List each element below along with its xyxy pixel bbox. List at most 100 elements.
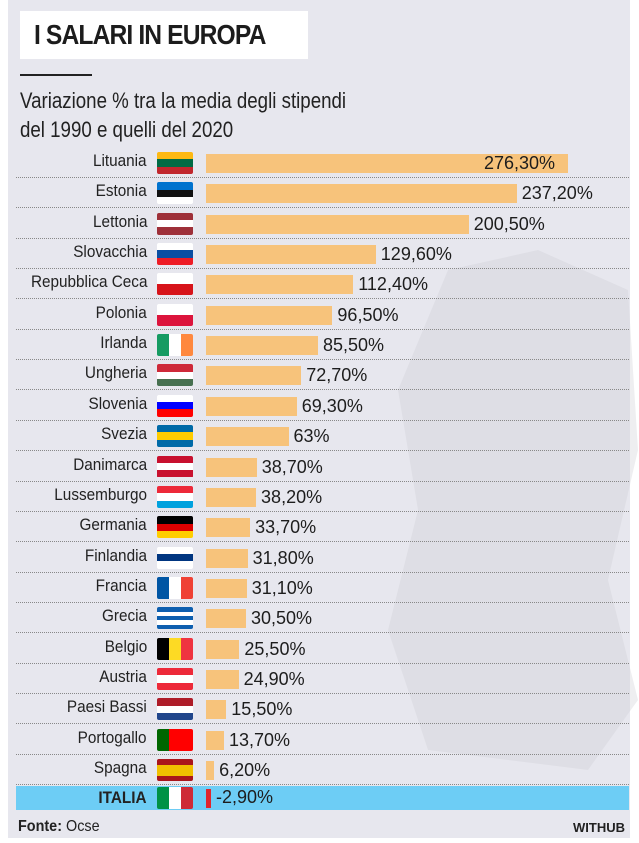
value-label: 96,50% [337,304,399,325]
category-label: Lettonia [92,211,147,231]
category-label: Lituania [93,151,147,170]
europe-map-background [388,250,638,770]
title-box: I SALARI IN EUROPA [20,11,308,59]
title-divider [20,74,92,76]
bar [206,578,247,598]
bar [206,396,297,416]
bar [206,518,251,538]
category-label: ITALIA [98,788,147,807]
flag-icon [157,698,193,721]
bar-row: Francia 31,10% [16,573,629,603]
category-label: Germania [79,515,147,535]
value-label: 237,20% [521,183,593,204]
category-label: Estonia [95,181,147,201]
value-label: 38,70% [261,456,323,477]
value-label: 129,60% [380,244,452,265]
value-label: 69,30% [301,395,363,416]
flag-icon [157,667,193,690]
bar-row: Belgio 25,50% [16,634,629,664]
bar-row: Irlanda 85,50% [16,330,629,361]
bar [206,427,289,447]
flag-icon [157,182,193,205]
value-label: 63% [293,426,330,447]
row-divider [16,632,629,634]
category-label: Ungheria [84,363,147,383]
value-label: 200,50% [473,213,545,234]
bar [206,154,568,173]
subtitle-line-1: Variazione % tra la media degli stipendi [20,88,347,113]
bar-row: Lituania 276,30% [16,148,629,178]
category-label: Spagna [94,758,147,777]
row-divider [16,601,629,603]
value-label: 31,10% [251,577,313,598]
row-divider [16,328,629,330]
value-label: 112,40% [358,274,428,295]
flag-icon [157,728,193,751]
flag-icon [157,425,193,448]
bar-row: Slovenia 69,30% [16,391,629,421]
row-divider [16,571,629,573]
source-label: Fonte: [18,818,62,835]
category-label: Lussemburgo [54,484,147,504]
value-label: 25,50% [244,638,306,659]
brand-logo: WITHUB [573,820,625,835]
bar [206,609,246,629]
flag-icon [157,303,193,326]
row-divider [16,480,629,482]
row-divider [16,541,629,543]
category-label: Grecia [101,606,147,626]
bar [206,305,333,325]
value-label: -2,90% [216,787,274,807]
bar-row: Estonia 237,20% [16,178,629,209]
value-label: 72,70% [306,365,368,386]
bar [206,275,354,295]
bar-row: Lussemburgo 38,20% [16,482,629,512]
chart-panel [8,0,638,838]
bar [206,366,302,386]
chart-title: I SALARI IN EUROPA [34,19,266,50]
subtitle-line-2: del 1990 e quelli del 2020 [20,117,234,142]
category-label: Austria [99,666,147,686]
category-label: Danimarca [73,454,147,474]
flag-icon [157,334,193,357]
flag-icon [157,212,193,235]
bar [206,761,215,780]
row-divider [16,753,629,755]
row-divider [16,510,629,512]
flag-icon [157,607,193,630]
category-label: Slovacchia [73,242,147,262]
value-label: 24,90% [243,668,305,689]
value-label: 38,20% [261,486,323,507]
bar [206,730,224,750]
bar [206,700,227,720]
bar-row: Ungheria 72,70% [16,360,629,391]
value-label: 33,70% [255,517,317,538]
bar-row: Grecia 30,50% [16,603,629,634]
bar-row: Polonia 96,50% [16,300,629,330]
flag-icon [157,546,193,569]
row-divider [16,207,629,209]
flag-icon [157,243,193,266]
category-label: Paesi Bassi [67,697,147,717]
bar [206,336,319,356]
row-divider [16,662,629,664]
bar [206,184,517,204]
row-divider [16,419,629,421]
flag-icon [157,637,193,660]
bar-row: Portogallo 13,70% [16,725,629,755]
bar [206,487,257,507]
category-label: Repubblica Ceca [30,272,147,292]
bar-row: Danimarca 38,70% [16,452,629,482]
bar-row: Lettonia 200,50% [16,209,629,239]
value-label: 85,50% [323,335,385,356]
row-divider [16,450,629,452]
value-label: 31,80% [252,547,314,568]
flag-icon [157,759,193,781]
bar-row: Spagna 6,20% [16,755,629,785]
row-divider [16,298,629,300]
category-label: Svezia [101,424,147,444]
value-label: 276,30% [484,153,556,173]
source-value: Ocse [65,818,100,835]
row-divider [16,723,629,725]
